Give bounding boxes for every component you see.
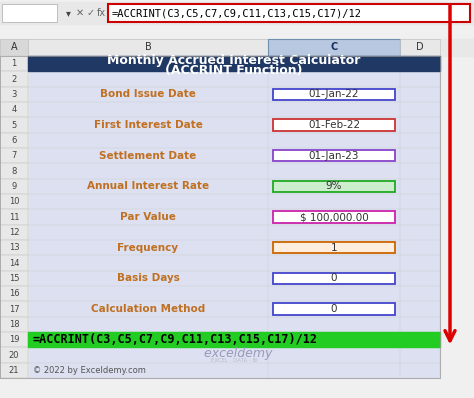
Bar bbox=[273, 242, 395, 254]
Bar bbox=[400, 39, 440, 56]
Text: 1: 1 bbox=[11, 59, 17, 68]
Text: B: B bbox=[145, 43, 151, 53]
Text: 9%: 9% bbox=[326, 181, 342, 191]
Bar bbox=[273, 181, 395, 192]
Text: EXCEL · DATA · BI: EXCEL · DATA · BI bbox=[210, 357, 257, 363]
Text: Settlement Date: Settlement Date bbox=[100, 151, 197, 161]
Text: Monthly Accrued Interest Calculator: Monthly Accrued Interest Calculator bbox=[107, 54, 361, 67]
Bar bbox=[28, 56, 440, 71]
Text: 01-Feb-22: 01-Feb-22 bbox=[308, 120, 360, 130]
Text: 7: 7 bbox=[11, 151, 17, 160]
Bar bbox=[108, 4, 470, 22]
Bar bbox=[0, 363, 28, 378]
Bar bbox=[0, 240, 28, 256]
Bar bbox=[0, 87, 28, 102]
Text: 13: 13 bbox=[9, 243, 19, 252]
Text: 8: 8 bbox=[11, 166, 17, 176]
Text: 11: 11 bbox=[9, 213, 19, 222]
Bar bbox=[0, 71, 28, 87]
Bar bbox=[28, 56, 440, 378]
Text: 4: 4 bbox=[11, 105, 17, 114]
Bar bbox=[273, 211, 395, 222]
Text: 3: 3 bbox=[11, 90, 17, 99]
Text: ✓: ✓ bbox=[87, 8, 95, 18]
Text: 10: 10 bbox=[9, 197, 19, 206]
Bar bbox=[0, 317, 28, 332]
Bar bbox=[0, 256, 28, 271]
Text: 17: 17 bbox=[9, 304, 19, 314]
Bar bbox=[0, 56, 28, 378]
Text: 01-Jan-22: 01-Jan-22 bbox=[309, 89, 359, 100]
Text: Basis Days: Basis Days bbox=[117, 273, 180, 283]
Bar bbox=[0, 194, 28, 209]
Text: 15: 15 bbox=[9, 274, 19, 283]
Bar bbox=[28, 39, 268, 56]
Bar bbox=[0, 179, 28, 194]
Text: D: D bbox=[416, 43, 424, 53]
Bar bbox=[0, 332, 28, 347]
Text: ▾: ▾ bbox=[65, 8, 71, 18]
Text: 12: 12 bbox=[9, 228, 19, 237]
Bar bbox=[273, 119, 395, 131]
Bar bbox=[0, 56, 440, 378]
Text: Annual Interest Rate: Annual Interest Rate bbox=[87, 181, 209, 191]
Text: 20: 20 bbox=[9, 351, 19, 359]
Text: 19: 19 bbox=[9, 335, 19, 344]
Text: A: A bbox=[11, 43, 18, 53]
Text: $ 100,000.00: $ 100,000.00 bbox=[300, 212, 368, 222]
Text: C: C bbox=[330, 43, 337, 53]
Bar bbox=[0, 286, 28, 301]
Bar bbox=[0, 209, 28, 224]
Text: =ACCRINT(C3,C5,C7,C9,C11,C13,C15,C17)/12: =ACCRINT(C3,C5,C7,C9,C11,C13,C15,C17)/12 bbox=[33, 333, 318, 346]
Bar bbox=[0, 347, 28, 363]
Text: 14: 14 bbox=[9, 258, 19, 267]
Text: First Interest Date: First Interest Date bbox=[93, 120, 202, 130]
Text: 0: 0 bbox=[331, 273, 337, 283]
Bar bbox=[0, 102, 28, 117]
Bar bbox=[0, 117, 28, 133]
Bar bbox=[0, 301, 28, 317]
Text: Bond Issue Date: Bond Issue Date bbox=[100, 89, 196, 100]
Bar bbox=[0, 39, 28, 56]
Text: Frequency: Frequency bbox=[118, 243, 179, 253]
Bar bbox=[2, 4, 57, 22]
Text: 18: 18 bbox=[9, 320, 19, 329]
Text: Par Value: Par Value bbox=[120, 212, 176, 222]
Bar bbox=[0, 271, 28, 286]
Text: 9: 9 bbox=[11, 182, 17, 191]
Text: 1: 1 bbox=[331, 243, 337, 253]
Text: 16: 16 bbox=[9, 289, 19, 298]
Bar bbox=[0, 39, 474, 56]
Text: 01-Jan-23: 01-Jan-23 bbox=[309, 151, 359, 161]
Bar bbox=[0, 56, 28, 71]
Text: 5: 5 bbox=[11, 121, 17, 129]
Text: =ACCRINT(C3,C5,C7,C9,C11,C13,C15,C17)/12: =ACCRINT(C3,C5,C7,C9,C11,C13,C15,C17)/12 bbox=[112, 8, 362, 18]
Text: (ACCRINT Function): (ACCRINT Function) bbox=[165, 64, 303, 77]
Text: 6: 6 bbox=[11, 136, 17, 145]
Text: 2: 2 bbox=[11, 74, 17, 84]
Bar bbox=[273, 303, 395, 315]
Text: exceldemy: exceldemy bbox=[196, 347, 272, 359]
Bar bbox=[0, 224, 28, 240]
Bar bbox=[273, 89, 395, 100]
Bar bbox=[28, 332, 440, 347]
Bar bbox=[0, 2, 474, 24]
Bar bbox=[273, 273, 395, 284]
Bar bbox=[0, 163, 28, 179]
Text: 0: 0 bbox=[331, 304, 337, 314]
Text: Calculation Method: Calculation Method bbox=[91, 304, 205, 314]
Bar bbox=[268, 39, 400, 56]
Text: fx: fx bbox=[96, 8, 106, 18]
Bar bbox=[273, 150, 395, 161]
Text: ✕: ✕ bbox=[76, 8, 84, 18]
Bar bbox=[0, 133, 28, 148]
Text: 21: 21 bbox=[9, 366, 19, 375]
Bar bbox=[0, 148, 28, 163]
Text: © 2022 by Exceldemy.com: © 2022 by Exceldemy.com bbox=[33, 366, 146, 375]
